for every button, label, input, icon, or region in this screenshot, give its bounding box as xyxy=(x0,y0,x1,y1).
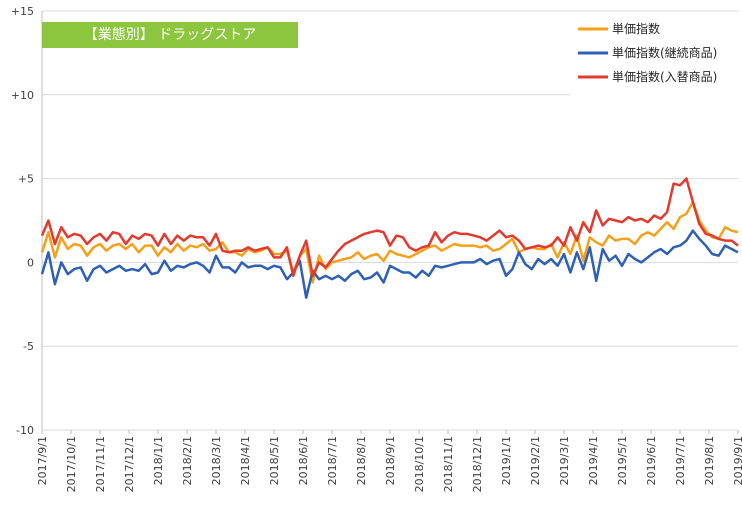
x-tick-label: 2018/2/1 xyxy=(181,436,194,485)
y-tick-label: -10 xyxy=(16,424,34,437)
x-tick-label: 2019/5/1 xyxy=(616,436,629,485)
x-tick-label: 2019/4/1 xyxy=(587,436,600,485)
x-tick-label: 2019/9/1 xyxy=(732,436,742,485)
legend-label: 単価指数(継続商品) xyxy=(612,45,717,60)
x-tick-label: 2018/5/1 xyxy=(268,436,281,485)
y-tick-label: -5 xyxy=(23,340,34,353)
y-tick-label: +15 xyxy=(11,5,34,18)
x-tick-label: 2019/8/1 xyxy=(703,436,716,485)
x-tick-label: 2019/6/1 xyxy=(645,436,658,485)
x-tick-label: 2018/1/1 xyxy=(152,436,165,485)
x-tick-label: 2018/4/1 xyxy=(239,436,252,485)
x-tick-label: 2018/11/1 xyxy=(442,436,455,492)
legend-label: 単価指数 xyxy=(612,21,660,36)
x-tick-label: 2018/10/1 xyxy=(413,436,426,492)
y-tick-label: 0 xyxy=(27,256,34,269)
x-tick-label: 2018/7/1 xyxy=(326,436,339,485)
x-tick-label: 2018/6/1 xyxy=(297,436,310,485)
series-line-1 xyxy=(40,200,739,284)
series-line-2 xyxy=(40,229,739,299)
y-tick-label: +5 xyxy=(18,173,34,186)
x-tick-label: 2018/3/1 xyxy=(210,436,223,485)
x-tick-label: 2018/9/1 xyxy=(384,436,397,485)
x-tick-label: 2019/1/1 xyxy=(500,436,513,485)
legend-label: 単価指数(入替商品) xyxy=(612,69,717,84)
x-tick-label: 2017/11/1 xyxy=(94,436,107,492)
x-tick-label: 2018/12/1 xyxy=(471,436,484,492)
series-line-3 xyxy=(40,177,739,278)
x-tick-label: 2017/10/1 xyxy=(65,436,78,492)
x-tick-label: 2017/12/1 xyxy=(123,436,136,492)
category-badge: 【業態別】 ドラッグストア xyxy=(42,22,298,48)
x-tick-label: 2019/2/1 xyxy=(529,436,542,485)
y-tick-label: +10 xyxy=(11,89,34,102)
x-tick-label: 2018/8/1 xyxy=(355,436,368,485)
x-tick-label: 2017/9/1 xyxy=(36,436,49,485)
x-tick-label: 2019/7/1 xyxy=(674,436,687,485)
x-tick-label: 2019/3/1 xyxy=(558,436,571,485)
